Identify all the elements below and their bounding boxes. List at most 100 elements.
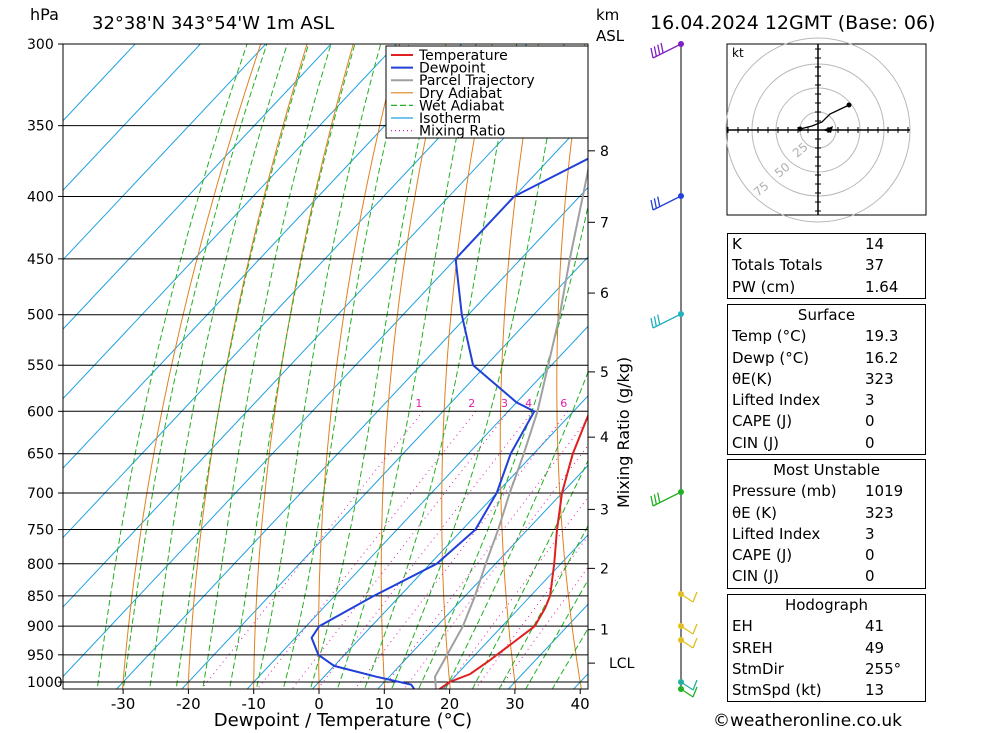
wind-barb-shaft bbox=[652, 313, 682, 329]
copyright-footer[interactable]: ©weatheronline.co.uk bbox=[713, 711, 903, 731]
wet-adiabat-line bbox=[228, 44, 356, 689]
index-label: PW (cm) bbox=[732, 277, 796, 296]
surface-value: 0 bbox=[865, 412, 875, 431]
hodo-value: 255° bbox=[865, 659, 902, 678]
x-tick-label: 30 bbox=[505, 695, 524, 713]
isotherm-line bbox=[63, 44, 267, 261]
km-tick-label: 6 bbox=[600, 286, 609, 302]
table-row: StmDir 255° bbox=[728, 659, 925, 680]
hodograph-trace bbox=[799, 104, 850, 130]
wind-barb-feather bbox=[657, 314, 661, 325]
wind-barb-feather bbox=[692, 686, 698, 698]
y-tick-label: 500 bbox=[27, 308, 54, 324]
mixing-ratio-line bbox=[317, 410, 533, 689]
km-axis: 8 7 6 5 4 3 2 1 LCL bbox=[588, 144, 635, 672]
isobars bbox=[63, 43, 588, 683]
table-row: K 14 bbox=[728, 234, 925, 255]
hodo-label: StmSpd (kt) bbox=[732, 681, 822, 700]
isotherm-line bbox=[377, 464, 588, 689]
dry-adiabat-line bbox=[954, 7, 1000, 713]
km-tick-label: 2 bbox=[600, 561, 609, 577]
wind-barb-feather bbox=[657, 196, 661, 207]
hodograph-title: Hodograph bbox=[784, 596, 869, 614]
wet-adiabat-line bbox=[309, 44, 441, 689]
km-tick-label: 8 bbox=[600, 144, 609, 160]
dry-adiabat-line bbox=[380, 44, 447, 689]
isotherm-line bbox=[63, 44, 202, 191]
wind-barb-feather bbox=[653, 46, 657, 57]
legend-entry: Dry Adiabat bbox=[419, 86, 502, 102]
x-tick-label: 0 bbox=[314, 695, 324, 713]
y-tick-label: 750 bbox=[27, 523, 54, 539]
index-label: Totals Totals bbox=[732, 256, 823, 275]
wet-adiabat-line bbox=[255, 44, 382, 689]
mu-label: CAPE (J) bbox=[732, 546, 793, 565]
y-tick-label: 850 bbox=[27, 589, 54, 605]
index-value: 37 bbox=[865, 256, 885, 275]
hodograph-point bbox=[846, 102, 852, 108]
table-row: EH 41 bbox=[728, 616, 925, 637]
y-tick-label: 900 bbox=[27, 619, 54, 635]
km-tick-label: 1 bbox=[600, 623, 609, 639]
mu-value: 1019 bbox=[865, 482, 904, 501]
table-row: θE (K) 323 bbox=[728, 503, 925, 524]
isotherm-line bbox=[63, 44, 136, 122]
wind-barb-shaft bbox=[680, 688, 694, 698]
wet-adiabat-line bbox=[175, 44, 310, 689]
x-axis-title: Dewpoint / Temperature (°C) bbox=[214, 710, 472, 731]
surface-value: 16.2 bbox=[865, 348, 899, 367]
surface-value: 0 bbox=[865, 433, 875, 452]
wind-barb-feather bbox=[657, 44, 661, 55]
wind-barb-shaft bbox=[680, 681, 694, 691]
hodo-value: 13 bbox=[865, 681, 885, 700]
km-tick-label: 3 bbox=[600, 502, 609, 518]
index-value: 1.64 bbox=[865, 277, 899, 296]
mixing-ratio-value: 3 bbox=[501, 397, 508, 410]
wind-barb-feather bbox=[692, 623, 698, 635]
wet-adiabat-line bbox=[202, 44, 332, 689]
table-row: θE(K) 323 bbox=[728, 369, 925, 390]
wind-barb-feather bbox=[692, 637, 698, 649]
mixing-ratio-line bbox=[474, 535, 588, 689]
pressure-unit-label: hPa bbox=[30, 5, 59, 24]
mixing-ratio-line bbox=[200, 410, 424, 689]
hodo-label: StmDir bbox=[732, 659, 784, 678]
table-row: CIN (J) 0 bbox=[728, 433, 925, 454]
mixing-ratio-value: 1 bbox=[415, 397, 422, 410]
dry-adiabat-line bbox=[441, 44, 493, 689]
km-unit-label: km bbox=[596, 6, 619, 24]
series-line-temperature bbox=[437, 413, 588, 689]
datetime-label: 16.04.2024 12GMT (Base: 06) bbox=[650, 12, 935, 34]
km-tick-label: 7 bbox=[600, 215, 609, 231]
table-row: Totals Totals 37 bbox=[728, 255, 925, 276]
wet-adiabat-line bbox=[418, 203, 588, 689]
indices-table: K 14 Totals Totals 37 PW (cm) 1.64 bbox=[727, 233, 926, 299]
wind-barb-feather bbox=[650, 199, 654, 211]
isotherm-line bbox=[63, 44, 332, 330]
table-row: Dewp (°C) 16.2 bbox=[728, 348, 925, 369]
mu-label: CIN (J) bbox=[732, 567, 780, 586]
isotherm-line bbox=[115, 186, 588, 689]
hodo-label: EH bbox=[732, 617, 753, 636]
surface-label: CIN (J) bbox=[732, 433, 780, 452]
y-tick-label: 450 bbox=[27, 252, 54, 268]
wind-barb-shaft bbox=[652, 195, 682, 211]
mixing-ratio-value: 4 bbox=[525, 397, 532, 410]
x-tick-label: -30 bbox=[111, 695, 136, 713]
hodograph-table: Hodograph EH 41 SREH 49 StmDir 255° StmSpd … bbox=[727, 594, 926, 703]
dry-adiabat-line bbox=[556, 44, 586, 689]
y-tick-label: 650 bbox=[27, 447, 54, 463]
dry-adiabat-line bbox=[253, 44, 354, 689]
wet-adiabat-line bbox=[282, 44, 410, 689]
x-tick-label: 40 bbox=[571, 695, 590, 713]
hodo-value: 49 bbox=[865, 638, 885, 657]
mixing-ratio-line bbox=[381, 417, 588, 689]
table-row: SREH 49 bbox=[728, 638, 925, 659]
wind-barb-shaft bbox=[680, 625, 694, 635]
y-tick-label: 550 bbox=[27, 358, 54, 374]
index-label: K bbox=[732, 235, 742, 253]
wind-barb-feather bbox=[692, 679, 698, 691]
mu-value: 323 bbox=[865, 503, 894, 522]
most-unstable-table: Most Unstable Pressure (mb) 1019 θE (K) 32… bbox=[727, 459, 926, 589]
series-line-dewpoint bbox=[310, 157, 588, 689]
